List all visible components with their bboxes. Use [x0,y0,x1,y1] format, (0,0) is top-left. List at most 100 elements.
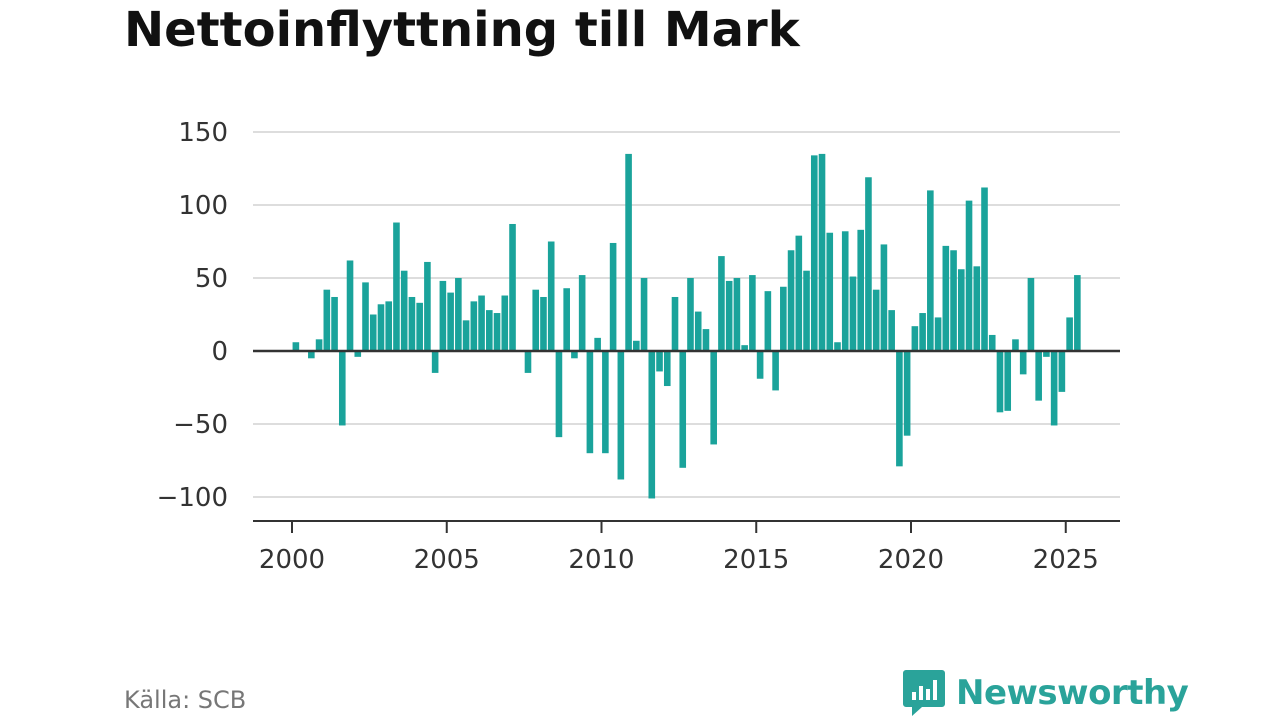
x-tick-label: 2020 [878,545,944,575]
bar [942,245,950,351]
bar [547,241,555,351]
bar [687,278,694,351]
x-tick-label: 2005 [414,545,480,575]
bar [470,301,478,351]
bar [540,296,547,351]
bar [486,310,493,351]
bar [331,296,338,351]
bar [625,153,632,351]
bar [988,334,996,351]
bar [509,223,516,351]
bar [493,313,501,351]
bar [896,351,903,467]
y-tick-label: −50 [173,410,228,440]
bar [455,278,462,351]
bar [865,177,872,351]
bar [965,200,973,351]
bar [462,320,470,351]
y-tick-label: 50 [195,264,228,294]
bar [803,270,810,351]
bar [872,289,880,351]
bar [1058,351,1066,392]
bar [377,304,385,351]
bar [501,295,509,351]
bar [362,282,369,351]
bar [447,292,454,351]
bar [439,280,447,351]
bar [338,351,346,426]
bar [1074,275,1081,351]
bar [919,313,926,351]
bar [648,351,656,499]
bar [385,301,393,351]
bar [950,250,957,351]
bar [787,250,795,351]
bar [586,351,594,454]
bar [578,275,586,351]
bar [694,311,702,351]
bar [1050,351,1058,426]
bar [849,276,857,351]
bar [780,286,787,351]
y-tick-label: 0 [211,337,228,367]
bar [478,295,485,351]
bar [725,280,733,351]
bar [826,232,834,351]
bar [524,351,532,373]
bar [346,260,354,351]
x-tick-label: 2015 [723,545,789,575]
y-tick-label: −100 [157,483,228,513]
bar [934,317,942,351]
x-tick-label: 2025 [1033,545,1099,575]
bar [400,270,408,351]
bar [431,351,439,373]
bar [1043,351,1050,357]
bar [749,275,756,351]
bar [772,351,779,391]
bar [315,339,323,351]
chart-title: Nettoinflyttning till Mark [124,2,800,58]
bars [292,153,1081,499]
bar [710,351,717,445]
bar [323,289,331,351]
bar [602,351,609,454]
bar [424,261,431,351]
bar [609,242,617,351]
bar [656,351,663,372]
bar [702,329,710,351]
bar [679,351,687,468]
bar [408,296,416,351]
brand-name: Newsworthy [956,673,1189,713]
bar [795,235,803,351]
bar [1066,317,1073,351]
bar [733,278,741,351]
bar [903,351,911,436]
x-tick-label: 2000 [259,545,325,575]
bar [857,229,865,351]
x-tick-label: 2010 [568,545,634,575]
axes: 150 100 50 0 −50 −100 2000 2005 2010 2015 2020 2025 [157,118,1120,575]
bar [981,187,988,351]
bar [1019,351,1027,375]
bar [756,351,764,379]
bar [308,351,315,359]
y-tick-label: 100 [178,191,228,221]
bar [810,155,818,351]
bar [834,342,841,351]
bar [1012,339,1019,351]
bar [532,289,540,351]
bar [393,222,400,351]
source-note: Källa: SCB [124,686,247,714]
bar [671,296,679,351]
bar [563,288,570,351]
bar [594,337,601,351]
bar [957,269,965,351]
bar [354,351,362,357]
bar [764,291,772,351]
bar [1035,351,1042,401]
bar [927,190,934,351]
bar [292,342,300,351]
bar [911,326,919,351]
newsworthy-logo-icon [903,670,945,716]
